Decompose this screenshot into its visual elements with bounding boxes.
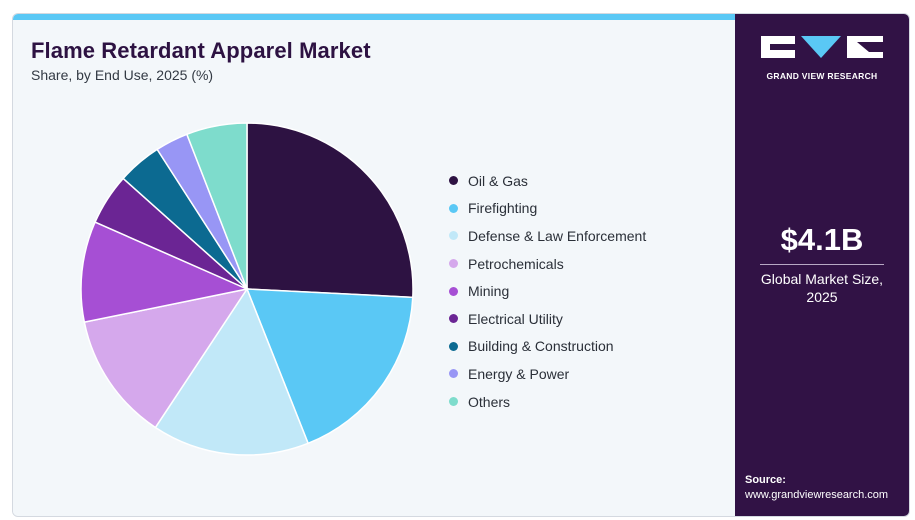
grand-view-research-logo bbox=[761, 36, 883, 58]
legend-swatch bbox=[449, 397, 458, 407]
legend-item-mining: Mining bbox=[449, 277, 646, 305]
pie-slice-defense-and-law-enforcement bbox=[154, 287, 310, 456]
pie-slice-petrochemicals bbox=[83, 287, 249, 429]
source-link[interactable]: www.grandviewresearch.com bbox=[745, 489, 889, 501]
legend-item-firefighting: Firefighting bbox=[449, 195, 646, 223]
legend-label: Oil & Gas bbox=[468, 172, 528, 189]
legend-swatch bbox=[449, 369, 458, 379]
chart-card: Flame Retardant Apparel Market Share, by… bbox=[12, 13, 910, 517]
legend-item-defense-and-law-enforcement: Defense & Law Enforcement bbox=[449, 222, 646, 250]
pie-slice-others bbox=[185, 122, 248, 290]
legend-swatch bbox=[449, 286, 458, 296]
legend-swatch bbox=[449, 314, 458, 324]
chart-title: Flame Retardant Apparel Market bbox=[31, 38, 371, 63]
brand-name: GRAND VIEW RESEARCH bbox=[766, 71, 878, 81]
legend-swatch bbox=[449, 231, 458, 241]
market-size-label: Global Market Size, 2025 bbox=[760, 271, 884, 305]
legend-swatch bbox=[449, 176, 458, 186]
legend-swatch bbox=[449, 203, 458, 213]
info-sidebar: GRAND VIEW RESEARCH $4.1B Global Market … bbox=[735, 14, 909, 516]
divider bbox=[760, 264, 884, 265]
pie-chart bbox=[80, 122, 414, 456]
legend-item-petrochemicals: Petrochemicals bbox=[449, 250, 646, 278]
legend-item-oil-and-gas: Oil & Gas bbox=[449, 167, 646, 195]
legend-label: Others bbox=[468, 393, 511, 410]
legend-label: Energy & Power bbox=[468, 365, 570, 382]
market-size-value: $4.1B bbox=[780, 222, 864, 257]
source-label: Source: bbox=[745, 474, 786, 486]
legend-swatch bbox=[449, 259, 458, 269]
legend-label: Petrochemicals bbox=[468, 255, 564, 272]
pie-slice-oil-and-gas bbox=[246, 122, 414, 299]
legend-label: Firefighting bbox=[468, 200, 538, 217]
pie-slice-firefighting bbox=[245, 288, 414, 445]
pie-slice-mining bbox=[80, 221, 250, 324]
chart-subtitle: Share, by End Use, 2025 (%) bbox=[31, 67, 214, 83]
legend-item-others: Others bbox=[449, 388, 646, 416]
legend-item-energy-and-power: Energy & Power bbox=[449, 360, 646, 388]
legend-label: Building & Construction bbox=[468, 338, 614, 355]
legend-item-building-and-construction: Building & Construction bbox=[449, 333, 646, 361]
legend-swatch bbox=[449, 341, 458, 351]
legend-label: Mining bbox=[468, 283, 510, 300]
chart-legend: Oil & Gas Firefighting Defense & Law Enfor… bbox=[449, 167, 646, 415]
legend-item-electrical-utility: Electrical Utility bbox=[449, 305, 646, 333]
legend-label: Electrical Utility bbox=[468, 310, 563, 327]
legend-label: Defense & Law Enforcement bbox=[468, 227, 647, 244]
chart-panel: Flame Retardant Apparel Market Share, by… bbox=[13, 14, 735, 516]
accent-bar bbox=[13, 14, 735, 20]
